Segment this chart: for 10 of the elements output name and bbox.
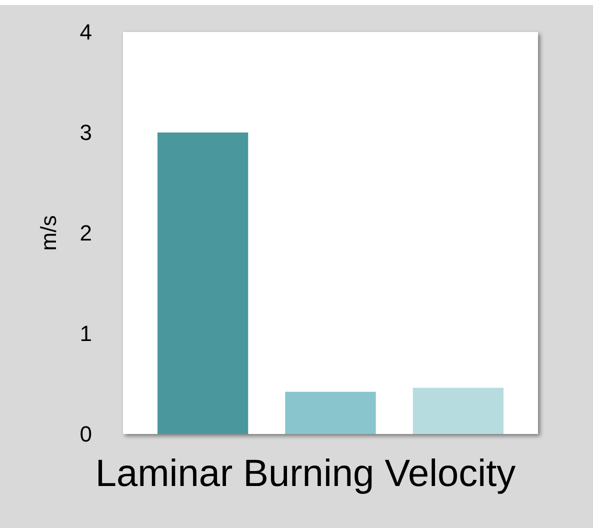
x-axis-title: Laminar Burning Velocity [95, 453, 516, 495]
y-tick-label: 3 [80, 120, 92, 146]
bar [157, 132, 248, 434]
y-tick-label: 0 [80, 422, 92, 447]
bar [285, 392, 376, 434]
bar [412, 388, 504, 434]
y-tick-label: 2 [80, 220, 92, 246]
y-axis-title: m/s [36, 215, 61, 251]
y-tick-label: 1 [80, 321, 92, 346]
y-tick-label: 4 [80, 20, 92, 45]
